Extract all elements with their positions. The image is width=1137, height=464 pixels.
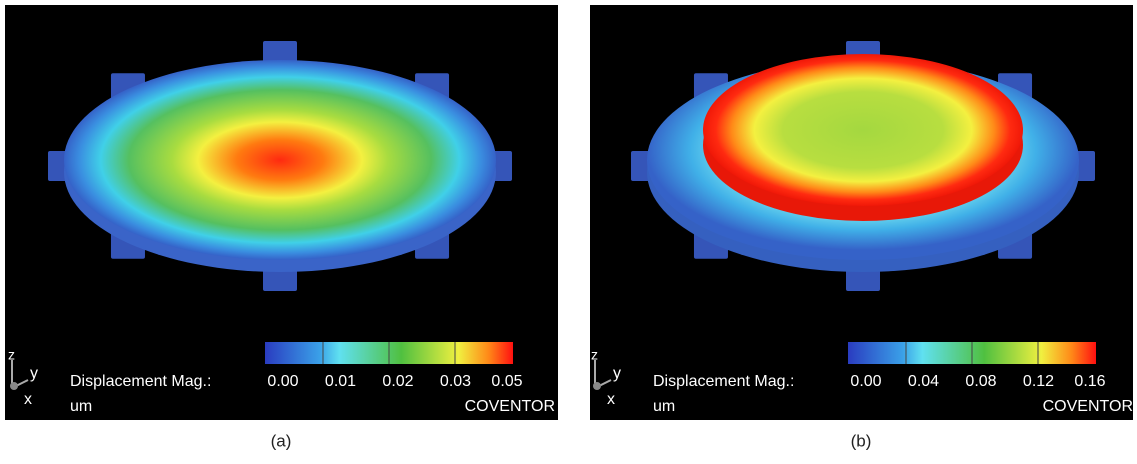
colorbar-label: 0.00 (267, 373, 298, 390)
legend-label: Displacement Mag.: (653, 373, 794, 390)
colorbar-label: 0.05 (491, 373, 522, 390)
colorbar-label: 0.08 (965, 373, 996, 390)
brand: COVENTOR (465, 398, 555, 415)
colorbar-label: 0.00 (850, 373, 881, 390)
colorbar-label: 0.03 (440, 373, 471, 390)
axis-y: y (613, 365, 621, 382)
colorbar-label: 0.04 (908, 373, 939, 390)
axis-x: x (607, 391, 615, 408)
axis-y: y (30, 365, 38, 382)
colorbar-label: 0.12 (1023, 373, 1054, 390)
unit: um (653, 398, 675, 415)
axis-origin (593, 382, 601, 390)
figure: 0.00 0.01 0.02 0.03 0.05 Displacement Mag.: um… (0, 0, 1137, 464)
caption: (b) (851, 431, 872, 450)
axis-z: z (591, 347, 598, 363)
colorbar-label: 0.02 (382, 373, 413, 390)
colorbar-label: 0.16 (1074, 373, 1105, 390)
caption: (a) (271, 431, 292, 450)
plate-top (703, 54, 1023, 206)
disc-top (64, 60, 496, 260)
legend-label: Displacement Mag.: (70, 373, 211, 390)
unit: um (70, 398, 92, 415)
brand: COVENTOR (1043, 398, 1133, 415)
colorbar-label: 0.01 (325, 373, 356, 390)
axis-z: z (8, 347, 15, 363)
axis-x: x (24, 391, 32, 408)
axis-origin (10, 382, 18, 390)
